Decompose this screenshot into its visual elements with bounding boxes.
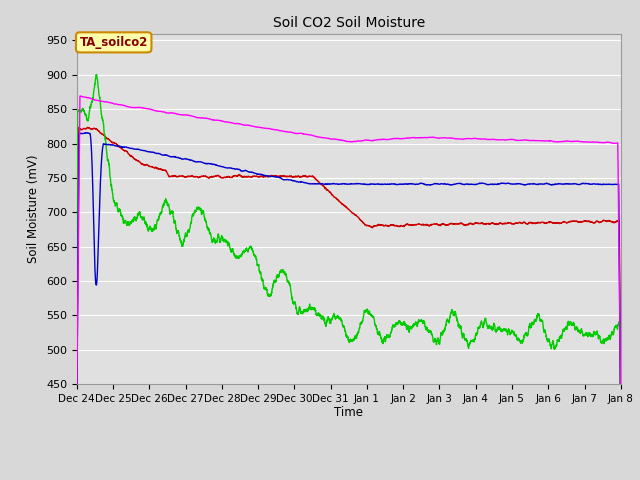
Title: Soil CO2 Soil Moisture: Soil CO2 Soil Moisture [273,16,425,30]
X-axis label: Time: Time [334,407,364,420]
Y-axis label: Soil Moisture (mV): Soil Moisture (mV) [28,155,40,263]
Text: TA_soilco2: TA_soilco2 [79,36,148,49]
